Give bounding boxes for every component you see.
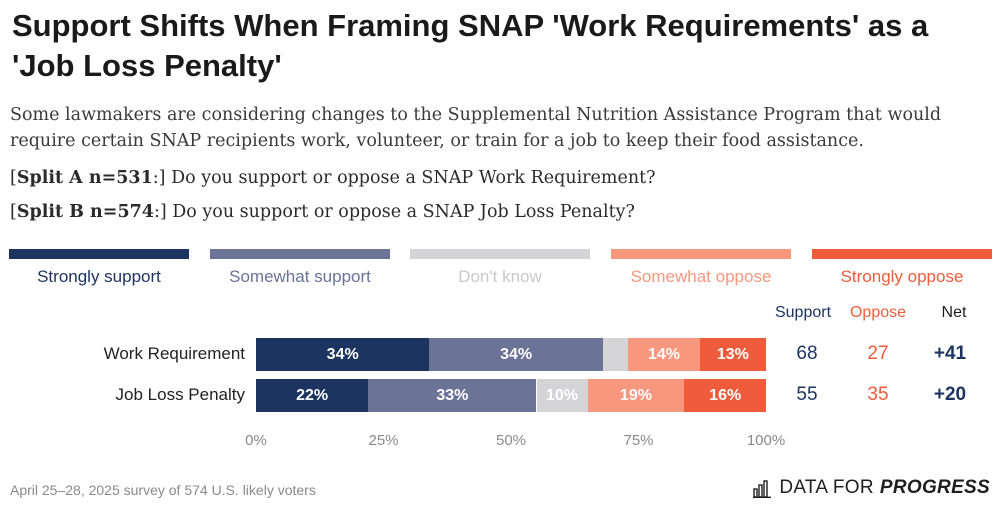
legend-item-somewhat-oppose: Somewhat oppose bbox=[611, 249, 791, 287]
data-for-progress-logo: DATA FOR PROGRESS bbox=[753, 477, 990, 499]
data-label: 34% bbox=[326, 345, 359, 363]
chart-title: Support Shifts When Framing SNAP 'Work R… bbox=[12, 8, 929, 83]
legend-item-strongly-support: Strongly support bbox=[9, 249, 189, 287]
data-label: 13% bbox=[716, 345, 749, 363]
bar-segment: 19% bbox=[587, 379, 685, 412]
x-tick-label: 0% bbox=[245, 432, 267, 449]
legend-swatch bbox=[410, 249, 590, 259]
support-column-header: Support bbox=[774, 304, 832, 321]
brand-name-part1: DATA FOR bbox=[779, 477, 874, 498]
data-label: 33% bbox=[436, 386, 469, 404]
data-label: 34% bbox=[500, 345, 533, 363]
oppose-value: 35 bbox=[867, 384, 889, 405]
legend-label: Somewhat oppose bbox=[630, 267, 772, 286]
legend-item-strongly-oppose: Strongly oppose bbox=[812, 249, 992, 287]
bar-segment: 33% bbox=[368, 379, 537, 412]
support-value: 68 bbox=[796, 343, 818, 364]
x-tick-label: 25% bbox=[368, 432, 399, 449]
data-label: 22% bbox=[296, 386, 329, 404]
split-a-question: [Split A n=531:] Do you support or oppos… bbox=[10, 168, 656, 188]
oppose-value: 27 bbox=[867, 343, 889, 364]
chart-subtitle: Some lawmakers are considering changes t… bbox=[10, 105, 942, 151]
bar-segment: 14% bbox=[628, 338, 700, 371]
x-tick-label: 75% bbox=[623, 432, 654, 449]
category-label: Job Loss Penalty bbox=[115, 385, 245, 404]
legend-item-somewhat-support: Somewhat support bbox=[210, 249, 390, 287]
legend-item-don-t-know: Don't know bbox=[410, 249, 590, 287]
split-b-text: Do you support or oppose a SNAP Job Loss… bbox=[172, 202, 635, 222]
legend-swatch bbox=[9, 249, 189, 259]
bar-segment: 16% bbox=[684, 379, 766, 412]
legend-swatch bbox=[611, 249, 791, 259]
net-value: +20 bbox=[933, 384, 967, 405]
bar-chart-icon bbox=[753, 480, 772, 498]
bar-segment: 34% bbox=[429, 338, 603, 371]
bar-segment: 13% bbox=[699, 338, 766, 371]
category-label: Work Requirement bbox=[103, 344, 245, 363]
x-tick-label: 100% bbox=[746, 432, 786, 449]
data-label: 19% bbox=[619, 386, 652, 404]
x-tick-label: 50% bbox=[495, 432, 527, 449]
legend-swatch bbox=[812, 249, 992, 259]
bar-segment: 22% bbox=[256, 379, 369, 412]
survey-footnote: April 25–28, 2025 survey of 574 U.S. lik… bbox=[10, 482, 316, 498]
data-label: 16% bbox=[709, 386, 742, 404]
brand-name-part2: PROGRESS bbox=[879, 477, 990, 498]
legend-swatch bbox=[210, 249, 390, 259]
oppose-column-header: Oppose bbox=[849, 304, 907, 321]
bar-segment bbox=[602, 338, 629, 371]
bar-segment: 10% bbox=[536, 379, 588, 412]
split-a-text: Do you support or oppose a SNAP Work Req… bbox=[171, 168, 656, 188]
split-b-tag: Split B n=574 bbox=[16, 202, 154, 222]
split-a-tag: Split A n=531 bbox=[16, 168, 153, 188]
net-value: +41 bbox=[933, 343, 967, 364]
legend-label: Don't know bbox=[458, 267, 542, 286]
data-label: 14% bbox=[647, 345, 680, 363]
legend-label: Strongly support bbox=[37, 267, 161, 286]
data-label: 10% bbox=[545, 386, 579, 404]
split-b-question: [Split B n=574:] Do you support or oppos… bbox=[10, 202, 635, 222]
support-value: 55 bbox=[796, 384, 818, 405]
legend-label: Strongly oppose bbox=[840, 267, 964, 286]
legend-label: Somewhat support bbox=[229, 267, 371, 286]
net-column-header: Net bbox=[941, 304, 967, 321]
bar-segment: 34% bbox=[256, 338, 430, 371]
